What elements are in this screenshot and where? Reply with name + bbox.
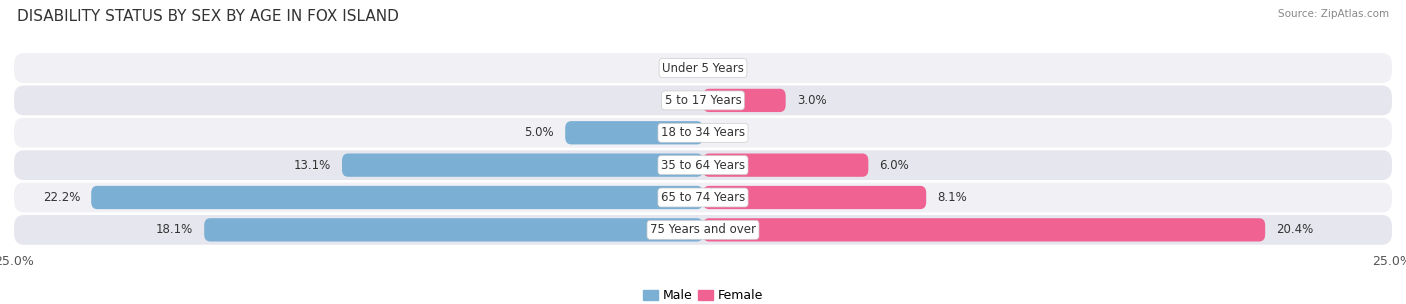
FancyBboxPatch shape (14, 85, 1392, 115)
Text: 20.4%: 20.4% (1277, 223, 1313, 237)
Text: 35 to 64 Years: 35 to 64 Years (661, 159, 745, 172)
Text: DISABILITY STATUS BY SEX BY AGE IN FOX ISLAND: DISABILITY STATUS BY SEX BY AGE IN FOX I… (17, 9, 399, 24)
FancyBboxPatch shape (91, 186, 703, 209)
Text: 0.0%: 0.0% (714, 61, 744, 74)
FancyBboxPatch shape (14, 118, 1392, 148)
Legend: Male, Female: Male, Female (638, 284, 768, 304)
Text: 22.2%: 22.2% (42, 191, 80, 204)
Text: 0.0%: 0.0% (662, 94, 692, 107)
FancyBboxPatch shape (703, 186, 927, 209)
FancyBboxPatch shape (703, 154, 869, 177)
Text: 13.1%: 13.1% (294, 159, 330, 172)
FancyBboxPatch shape (703, 89, 786, 112)
Text: 75 Years and over: 75 Years and over (650, 223, 756, 237)
FancyBboxPatch shape (14, 53, 1392, 83)
Text: 18.1%: 18.1% (156, 223, 193, 237)
Text: Under 5 Years: Under 5 Years (662, 61, 744, 74)
FancyBboxPatch shape (703, 218, 1265, 241)
Text: 18 to 34 Years: 18 to 34 Years (661, 126, 745, 139)
FancyBboxPatch shape (565, 121, 703, 144)
FancyBboxPatch shape (14, 150, 1392, 180)
Text: 8.1%: 8.1% (938, 191, 967, 204)
FancyBboxPatch shape (14, 215, 1392, 245)
Text: 5.0%: 5.0% (524, 126, 554, 139)
Text: 5 to 17 Years: 5 to 17 Years (665, 94, 741, 107)
Text: 3.0%: 3.0% (797, 94, 827, 107)
FancyBboxPatch shape (204, 218, 703, 241)
FancyBboxPatch shape (342, 154, 703, 177)
FancyBboxPatch shape (14, 183, 1392, 212)
Text: 65 to 74 Years: 65 to 74 Years (661, 191, 745, 204)
Text: 0.0%: 0.0% (714, 126, 744, 139)
Text: 0.0%: 0.0% (662, 61, 692, 74)
Text: 6.0%: 6.0% (879, 159, 910, 172)
Text: Source: ZipAtlas.com: Source: ZipAtlas.com (1278, 9, 1389, 19)
